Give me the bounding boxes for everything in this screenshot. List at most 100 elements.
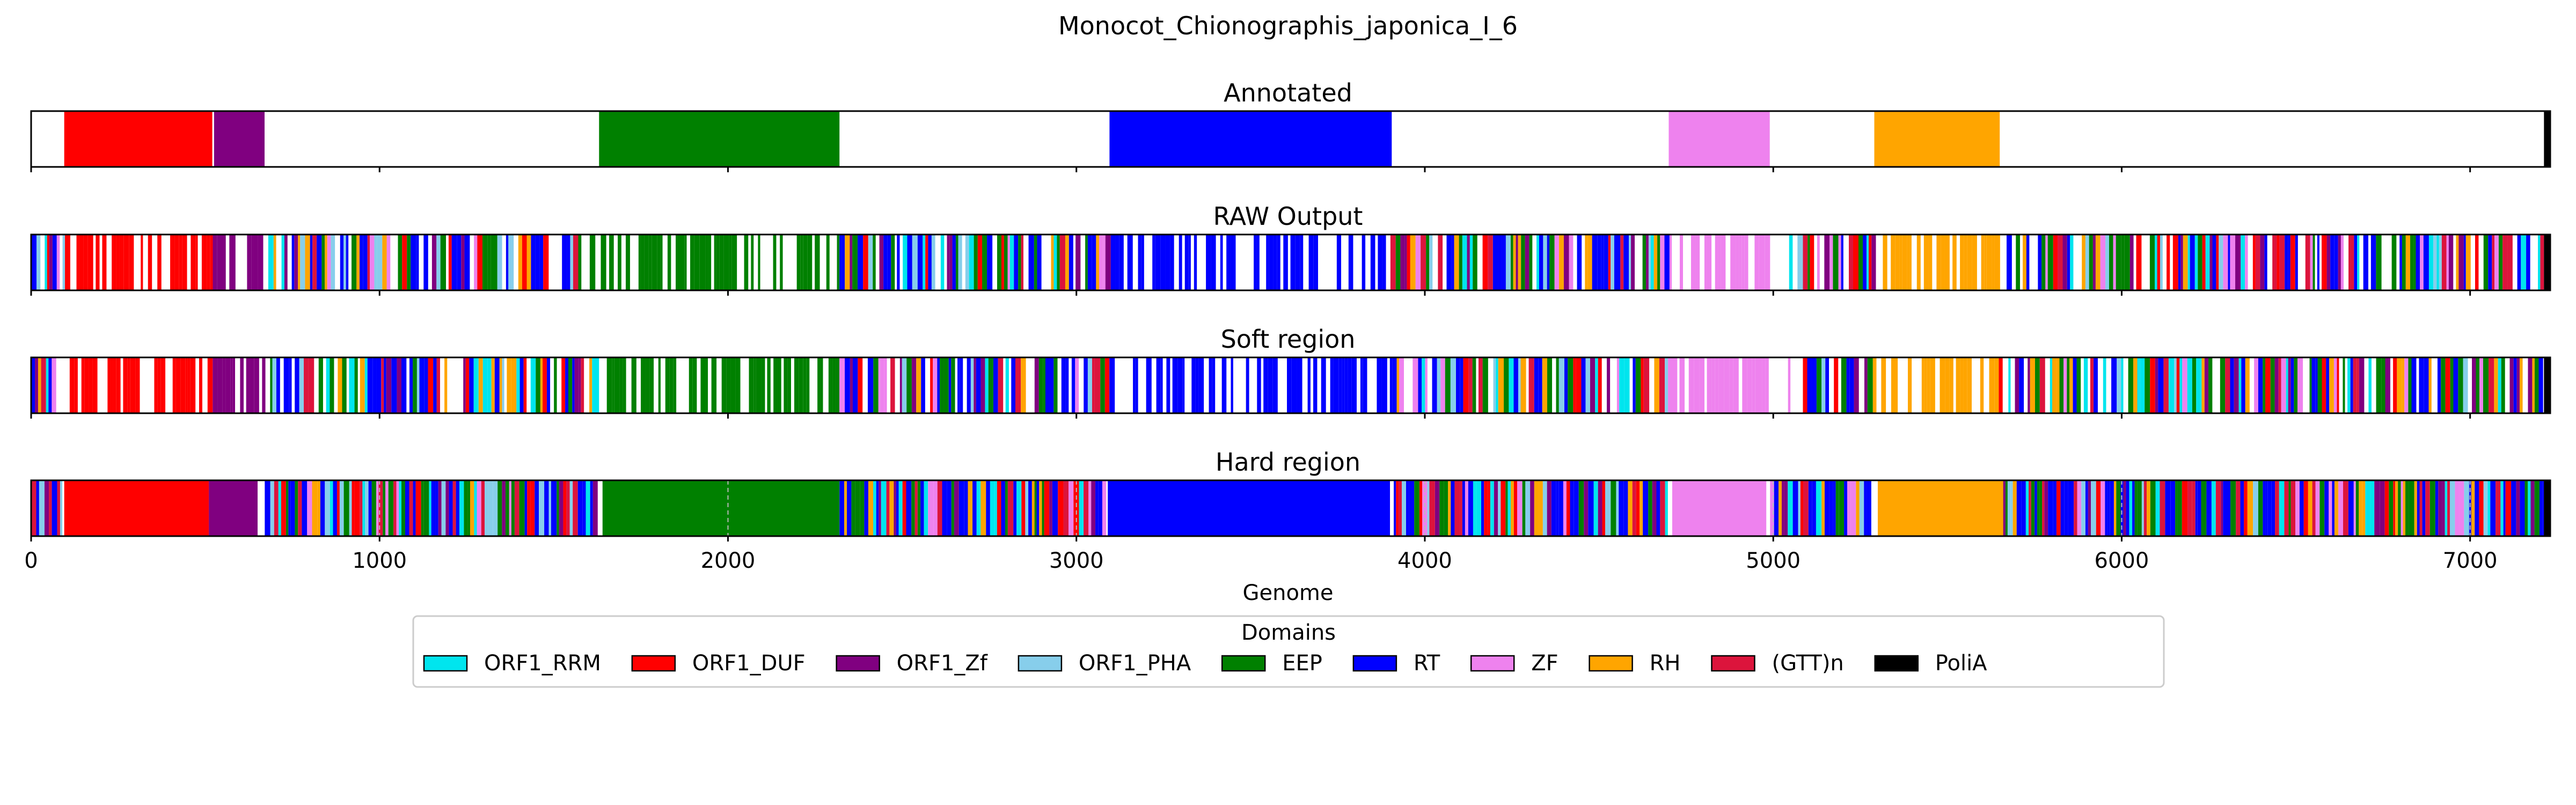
domain-bar bbox=[482, 235, 488, 290]
domain-bar bbox=[1825, 357, 1829, 413]
domain-bar bbox=[35, 357, 38, 413]
domain-bar bbox=[2023, 235, 2026, 290]
domain-bar bbox=[1001, 480, 1005, 536]
domain-bar bbox=[2393, 357, 2397, 413]
domain-bar bbox=[826, 235, 830, 290]
domain-bar bbox=[1482, 357, 1488, 413]
domain-bar bbox=[1402, 480, 1406, 536]
domain-bar bbox=[270, 480, 274, 536]
domain-bar bbox=[2063, 357, 2067, 413]
domain-bar bbox=[987, 235, 993, 290]
domain-bar bbox=[209, 480, 258, 536]
domain-bar bbox=[1505, 480, 1508, 536]
domain-bar bbox=[967, 357, 971, 413]
domain-bar bbox=[1587, 235, 1592, 290]
domain-bar bbox=[1014, 235, 1019, 290]
domain-bar bbox=[646, 357, 650, 413]
domain-bar bbox=[2329, 480, 2332, 536]
domain-bar bbox=[2172, 235, 2178, 290]
panel-title: Hard region bbox=[1216, 448, 1360, 477]
domain-bar bbox=[174, 235, 179, 290]
panel-frame bbox=[30, 479, 2551, 537]
domain-bar bbox=[2076, 357, 2081, 413]
legend-item: RT bbox=[1352, 651, 1440, 676]
domain-bar bbox=[803, 357, 807, 413]
domain-bar bbox=[1297, 357, 1302, 413]
domain-bar bbox=[955, 235, 958, 290]
domain-bar bbox=[569, 480, 573, 536]
domain-bar bbox=[2155, 480, 2160, 536]
domain-bar bbox=[595, 357, 599, 413]
domain-bar bbox=[116, 235, 120, 290]
domain-bar bbox=[1099, 235, 1103, 290]
domain-bar bbox=[1628, 480, 1633, 536]
legend-label: RT bbox=[1414, 651, 1440, 676]
domain-bar bbox=[1209, 357, 1212, 413]
domain-bar bbox=[2050, 357, 2053, 413]
domain-bar bbox=[1422, 357, 1425, 413]
domain-bar bbox=[1762, 357, 1766, 413]
domain-bar bbox=[1336, 235, 1342, 290]
domain-bar bbox=[343, 235, 346, 290]
domain-bar bbox=[1558, 357, 1564, 413]
domain-bar bbox=[326, 357, 330, 413]
domain-bar bbox=[2245, 357, 2250, 413]
domain-bar bbox=[1504, 357, 1509, 413]
domain-bar bbox=[2494, 357, 2498, 413]
domain-bar bbox=[1468, 480, 1473, 536]
domain-bar bbox=[1025, 480, 1029, 536]
domain-bar bbox=[1257, 357, 1261, 413]
domain-bar bbox=[352, 235, 357, 290]
legend-swatch bbox=[1470, 655, 1515, 672]
domain-bar bbox=[1091, 480, 1096, 536]
domain-bar bbox=[2459, 480, 2464, 536]
domain-bar bbox=[1715, 235, 1718, 290]
domain-bar bbox=[673, 357, 677, 413]
domain-bar bbox=[1909, 235, 1912, 290]
legend-swatch bbox=[1018, 655, 1063, 672]
domain-bar bbox=[2385, 357, 2390, 413]
domain-bar bbox=[56, 235, 60, 290]
domain-bar bbox=[898, 480, 903, 536]
domain-bar bbox=[1891, 357, 1896, 413]
domain-bar bbox=[800, 235, 803, 290]
domain-bar bbox=[852, 235, 858, 290]
domain-bar bbox=[530, 357, 536, 413]
domain-bar bbox=[1789, 235, 1793, 290]
domain-bar bbox=[69, 357, 75, 413]
domain-bar bbox=[2121, 357, 2124, 413]
domain-bar bbox=[2334, 480, 2339, 536]
domain-bar bbox=[1462, 480, 1465, 536]
domain-bar bbox=[1941, 235, 1945, 290]
domain-bar bbox=[423, 235, 428, 290]
domain-bar bbox=[36, 235, 41, 290]
domain-bar bbox=[195, 235, 198, 290]
domain-bar bbox=[246, 357, 250, 413]
domain-bar bbox=[1967, 357, 1972, 413]
domain-bar bbox=[1034, 480, 1037, 536]
domain-bar bbox=[2429, 480, 2435, 536]
domain-bar bbox=[894, 480, 896, 536]
domain-bar bbox=[2483, 480, 2488, 536]
domain-bar bbox=[2544, 480, 2550, 536]
domain-bar bbox=[891, 235, 895, 290]
domain-bar bbox=[1838, 235, 1841, 290]
domain-bar bbox=[2103, 357, 2106, 413]
domain-bar bbox=[2044, 480, 2048, 536]
domain-bar bbox=[470, 480, 474, 536]
domain-bar bbox=[463, 357, 466, 413]
domain-bar bbox=[1092, 357, 1095, 413]
domain-bar bbox=[135, 357, 140, 413]
domain-bar bbox=[1049, 480, 1052, 536]
domain-bar bbox=[1841, 357, 1847, 413]
domain-bar bbox=[1528, 357, 1534, 413]
domain-bar bbox=[1849, 235, 1853, 290]
domain-bar bbox=[847, 480, 852, 536]
domain-bar bbox=[2540, 235, 2544, 290]
domain-bar bbox=[828, 357, 833, 413]
domain-bar bbox=[502, 480, 506, 536]
panel-1: Annotated bbox=[30, 78, 2551, 172]
domain-bar bbox=[2182, 357, 2187, 413]
domain-bar bbox=[2160, 480, 2165, 536]
